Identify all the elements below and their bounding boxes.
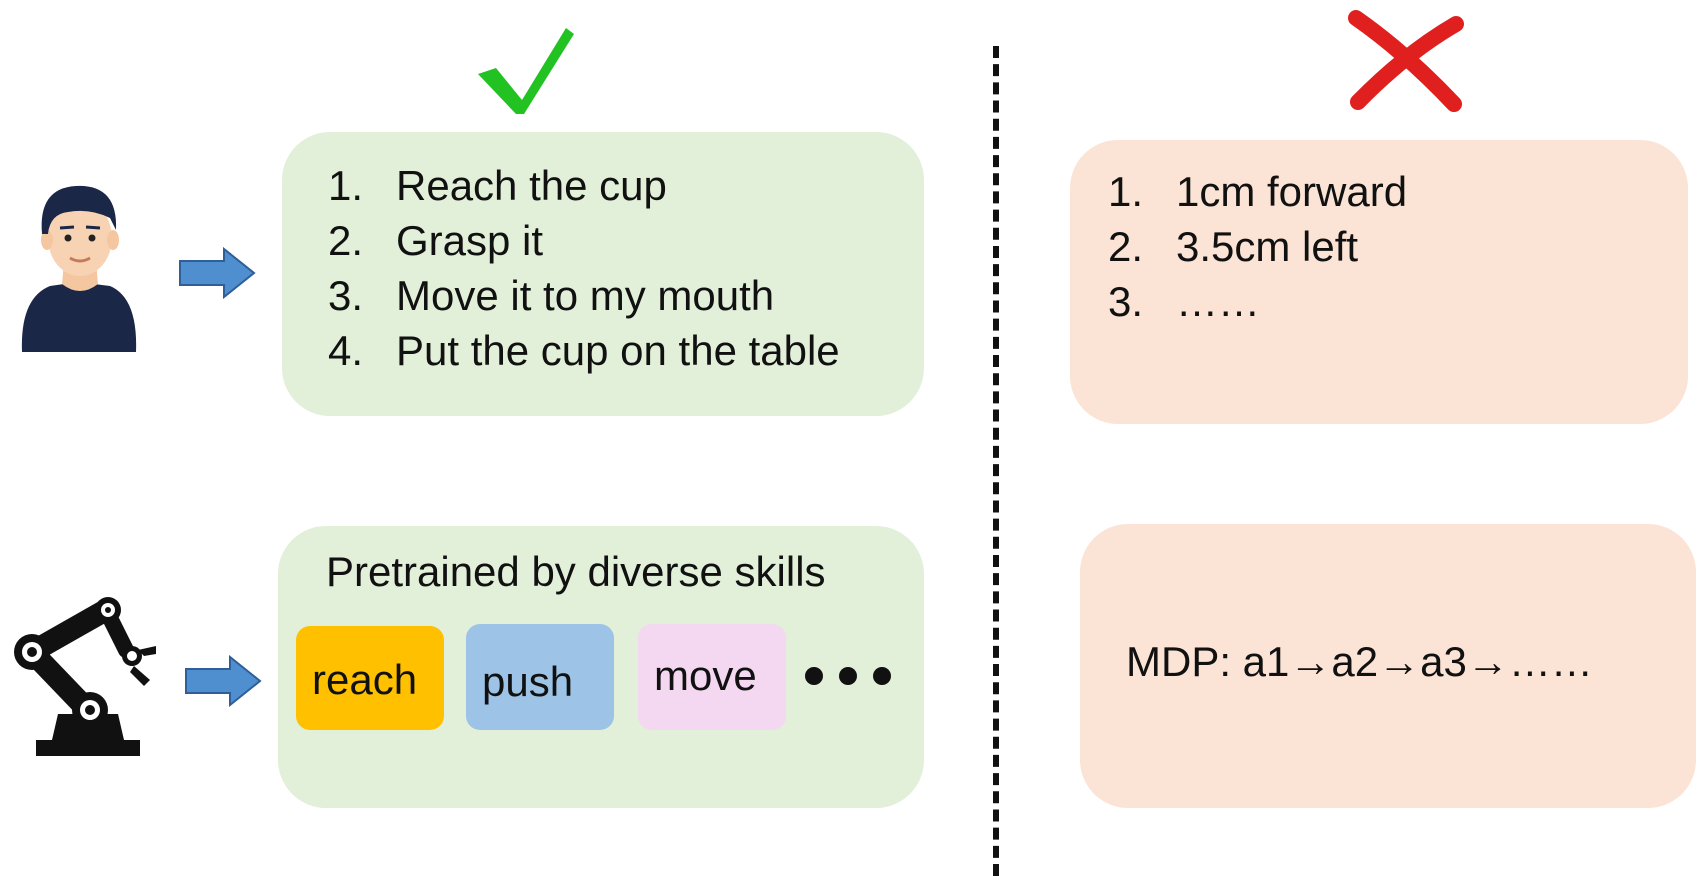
list-text: 3.5cm left [1176,223,1359,270]
list-item: 1. Reach the cup [328,158,840,213]
list-text: 1cm forward [1176,168,1408,215]
skill-chip-move: move [638,624,786,730]
list-text: Grasp it [396,217,544,264]
list-text: Reach the cup [396,162,667,209]
list-number: 2. [1108,223,1144,270]
skill-chip-push: push [466,624,614,730]
person-avatar-icon [21,185,137,352]
human-instructions-panel: 1. Reach the cup 2. Grasp it 3. Move it … [282,132,924,416]
right-arrow-icon [185,655,262,707]
low-level-instructions-panel: 1. 1cm forward 2. 3.5cm left 3. …… [1070,140,1688,424]
list-item: 3. …… [1108,274,1407,329]
right-arrow-icon [179,247,256,299]
skill-chip-reach: reach [296,626,444,730]
list-text: Move it to my mouth [396,272,775,319]
list-number: 3. [328,272,364,319]
list-number: 4. [328,327,364,374]
list-number: 2. [328,217,364,264]
mdp-sequence: MDP: a1→a2→a3→…… [1126,638,1593,685]
dashed-divider [993,46,999,876]
low-level-instructions-list: 1. 1cm forward 2. 3.5cm left 3. …… [1108,164,1407,329]
check-mark-icon [478,28,574,114]
human-instructions-list: 1. Reach the cup 2. Grasp it 3. Move it … [328,158,840,378]
robot-arm-icon [14,597,156,756]
cross-mark-icon [1348,10,1464,112]
list-item: 3. Move it to my mouth [328,268,840,323]
list-text: Put the cup on the table [396,327,840,374]
list-text: …… [1176,278,1260,325]
mdp-panel: MDP: a1→a2→a3→…… [1080,524,1696,808]
list-item: 4. Put the cup on the table [328,323,840,378]
list-number: 3. [1108,278,1144,325]
list-number: 1. [1108,168,1144,215]
list-item: 2. 3.5cm left [1108,219,1407,274]
pretrained-skills-panel: Pretrained by diverse skills reach push … [278,526,924,808]
more-ellipsis-icon [805,667,891,685]
list-item: 2. Grasp it [328,213,840,268]
list-item: 1. 1cm forward [1108,164,1407,219]
skills-title: Pretrained by diverse skills [326,548,826,595]
list-number: 1. [328,162,364,209]
